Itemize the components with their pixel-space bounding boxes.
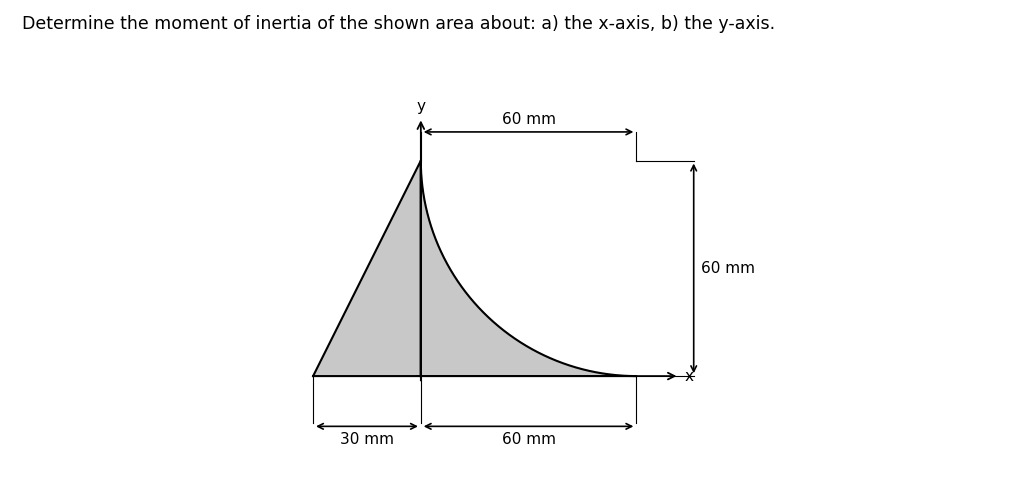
Polygon shape [313, 161, 421, 376]
Text: Determine the moment of inertia of the shown area about: a) the x-axis, b) the y: Determine the moment of inertia of the s… [22, 15, 776, 33]
Text: y: y [417, 99, 425, 114]
Text: 60 mm: 60 mm [701, 261, 754, 276]
Text: 30 mm: 30 mm [340, 432, 394, 447]
Text: 60 mm: 60 mm [502, 432, 556, 447]
Polygon shape [421, 161, 636, 376]
Text: x: x [684, 369, 694, 384]
Text: 60 mm: 60 mm [502, 112, 556, 127]
